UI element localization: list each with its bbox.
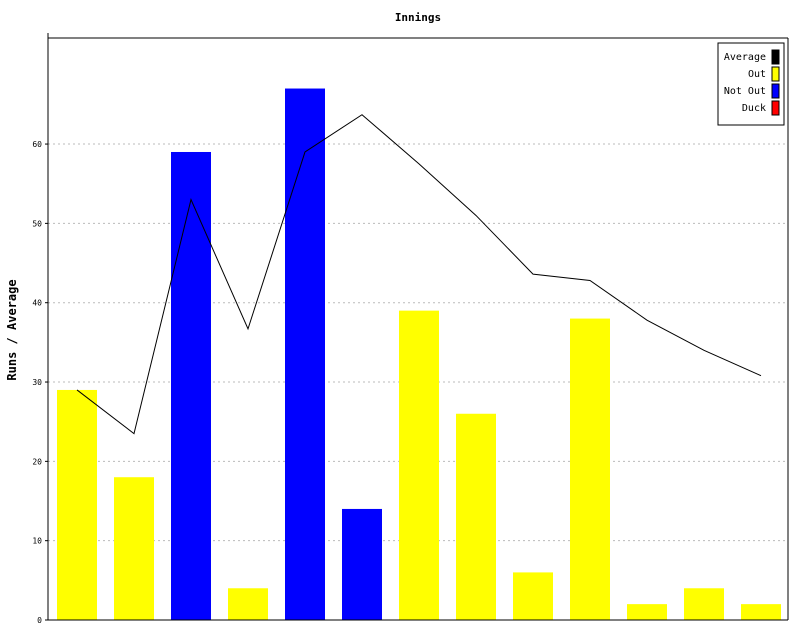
legend-label: Not Out (724, 86, 766, 97)
bar-out (570, 318, 610, 620)
y-tick-label: 30 (32, 378, 42, 387)
bar-out (627, 604, 667, 620)
bar-out (456, 413, 496, 620)
bar-out (741, 604, 781, 620)
y-tick-label: 0 (37, 616, 42, 625)
y-tick-label: 40 (32, 299, 42, 308)
chart-title: Innings (395, 11, 441, 24)
legend-label: Average (724, 52, 766, 63)
bar-not-out (342, 508, 382, 620)
y-tick-label: 20 (32, 457, 42, 466)
bar-out (57, 389, 97, 620)
y-axis-label: Runs / Average (5, 279, 19, 380)
legend-label: Out (748, 69, 766, 80)
bar-out (228, 588, 268, 620)
y-tick-label: 50 (32, 219, 42, 228)
bar-not-out (171, 151, 211, 620)
legend-label: Duck (742, 103, 766, 114)
legend-swatch (771, 49, 780, 65)
bars (57, 88, 781, 620)
axes (47, 33, 789, 621)
legend-swatch (771, 100, 780, 116)
y-tick-label: 60 (32, 140, 42, 149)
bar-out (114, 477, 154, 620)
average-line-layer (76, 114, 762, 435)
bar-out (399, 310, 439, 620)
bar-out (684, 588, 724, 620)
legend-swatch (771, 66, 780, 82)
legend: Average Out Not Out Duck (717, 42, 785, 126)
bar-not-out (285, 88, 325, 620)
bar-out (513, 572, 553, 620)
legend-swatch (771, 83, 780, 99)
y-tick-label: 10 (32, 537, 42, 546)
y-ticks: 0 10 20 30 40 50 60 (32, 140, 48, 625)
average-line (76, 114, 762, 435)
